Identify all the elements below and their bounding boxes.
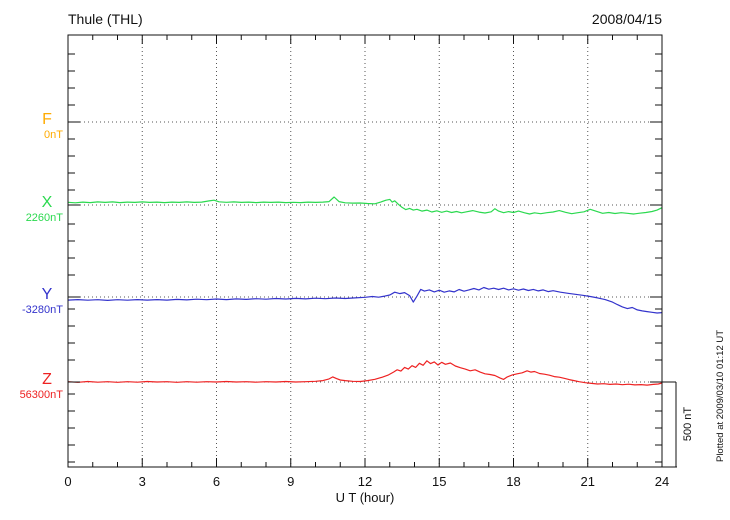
series-baseline-y: -3280nT [22,304,63,316]
x-tick-label-0: 0 [64,474,71,489]
trace-Z [67,360,663,386]
date-label: 2008/04/15 [592,11,662,27]
scale-bar-label: 500 nT [682,407,694,442]
x-tick-label-15: 15 [432,474,446,489]
series-letter-x: X [42,194,53,211]
series-letter-y: Y [42,286,53,303]
series-letter-z: Z [42,371,52,388]
trace-Y [67,286,663,314]
series-baseline-z: 56300nT [20,389,64,401]
trace-X [67,196,663,215]
plotted-at-note: Plotted at 2009/03/10 01:12 UT [715,330,726,462]
x-tick-label-12: 12 [358,474,372,489]
station-title: Thule (THL) [68,11,143,27]
x-axis-label: U T (hour) [336,490,395,505]
series-letter-f: F [42,111,52,128]
x-tick-label-6: 6 [213,474,220,489]
x-tick-label-21: 21 [581,474,595,489]
x-tick-label-24: 24 [655,474,669,489]
x-tick-label-9: 9 [287,474,294,489]
series-baseline-f: 0nT [44,129,63,141]
series-baseline-x: 2260nT [26,212,64,224]
x-tick-label-18: 18 [506,474,520,489]
x-tick-label-3: 3 [139,474,146,489]
